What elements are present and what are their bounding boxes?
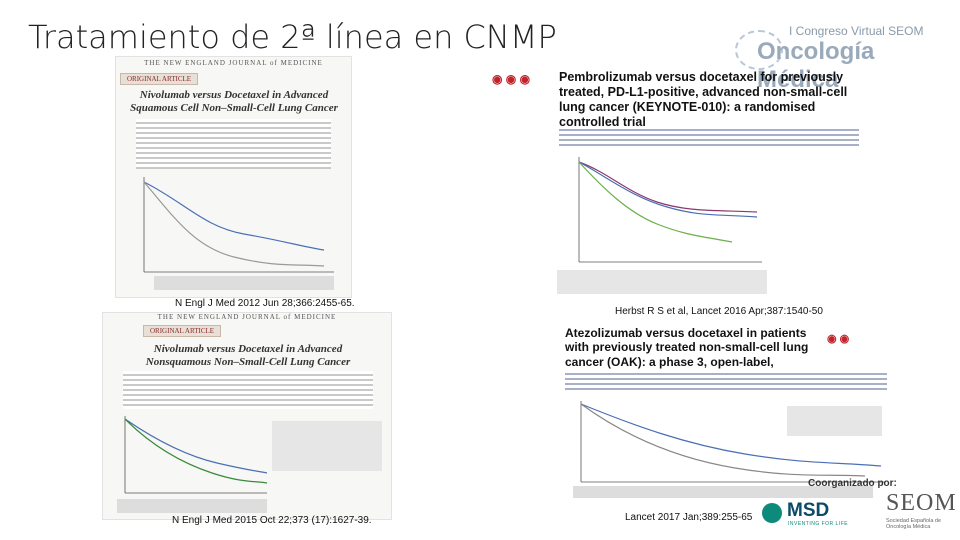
survival-plot bbox=[117, 416, 382, 513]
author-lines bbox=[123, 371, 373, 409]
citation: N Engl J Med 2012 Jun 28;366:2455-65. bbox=[175, 298, 355, 309]
journal-name: THE NEW ENGLAND JOURNAL of MEDICINE bbox=[157, 313, 337, 321]
paper-image: ◉ ◉ ◉ Pembrolizumab versus docetaxel for… bbox=[492, 68, 872, 300]
author-lines bbox=[565, 370, 887, 392]
lancet-icons: ◉ ◉ ◉ bbox=[492, 72, 531, 86]
lancet-icons: ◉ ◉ bbox=[827, 333, 850, 345]
brand-name: Oncología Médica bbox=[757, 38, 875, 93]
author-lines bbox=[559, 126, 859, 148]
citation: Herbst R S et al, Lancet 2016 Apr;387:15… bbox=[615, 306, 823, 317]
seom-logo: SEOM bbox=[886, 490, 957, 516]
survival-plot bbox=[557, 157, 767, 294]
msd-mark bbox=[762, 503, 782, 523]
paper-title: Pembrolizumab versus docetaxel for previ… bbox=[559, 70, 848, 129]
paper-title: Nivolumab versus Docetaxel in Advanced N… bbox=[145, 343, 351, 368]
survival-plot bbox=[573, 401, 885, 498]
msd-logo: MSD bbox=[787, 500, 830, 521]
paper-image: THE NEW ENGLAND JOURNAL of MEDICINE ORIG… bbox=[102, 312, 392, 520]
congress-name: I Congreso Virtual SEOM bbox=[789, 24, 924, 38]
paper-title: Nivolumab versus Docetaxel in Advanced S… bbox=[130, 89, 338, 114]
section-label: ORIGINAL ARTICLE bbox=[120, 73, 199, 85]
paper-title: Atezolizumab versus docetaxel in patient… bbox=[565, 326, 809, 383]
logo-ring bbox=[735, 30, 783, 70]
journal-name: THE NEW ENGLAND JOURNAL of MEDICINE bbox=[144, 59, 323, 67]
author-lines bbox=[136, 119, 331, 169]
citation: Lancet 2017 Jan;389:255-65 bbox=[625, 512, 753, 523]
paper-image: THE NEW ENGLAND JOURNAL of MEDICINE ORIG… bbox=[115, 56, 352, 298]
coorganized-label: Coorganizado por: bbox=[808, 478, 897, 489]
citation: N Engl J Med 2015 Oct 22;373 (17):1627-3… bbox=[172, 515, 372, 526]
slide-title: Tratamiento de 2ª línea en CNMP bbox=[28, 18, 557, 56]
congress-logo: I Congreso Virtual SEOM Oncología Médica bbox=[735, 22, 945, 93]
survival-plot bbox=[143, 177, 334, 290]
paper-image: Atezolizumab versus docetaxel in patient… bbox=[565, 326, 887, 502]
seom-name: Sociedad Española de Oncología Médica bbox=[886, 518, 942, 531]
msd-tagline: INVENTING FOR LIFE bbox=[788, 521, 849, 527]
section-label: ORIGINAL ARTICLE bbox=[143, 325, 222, 337]
